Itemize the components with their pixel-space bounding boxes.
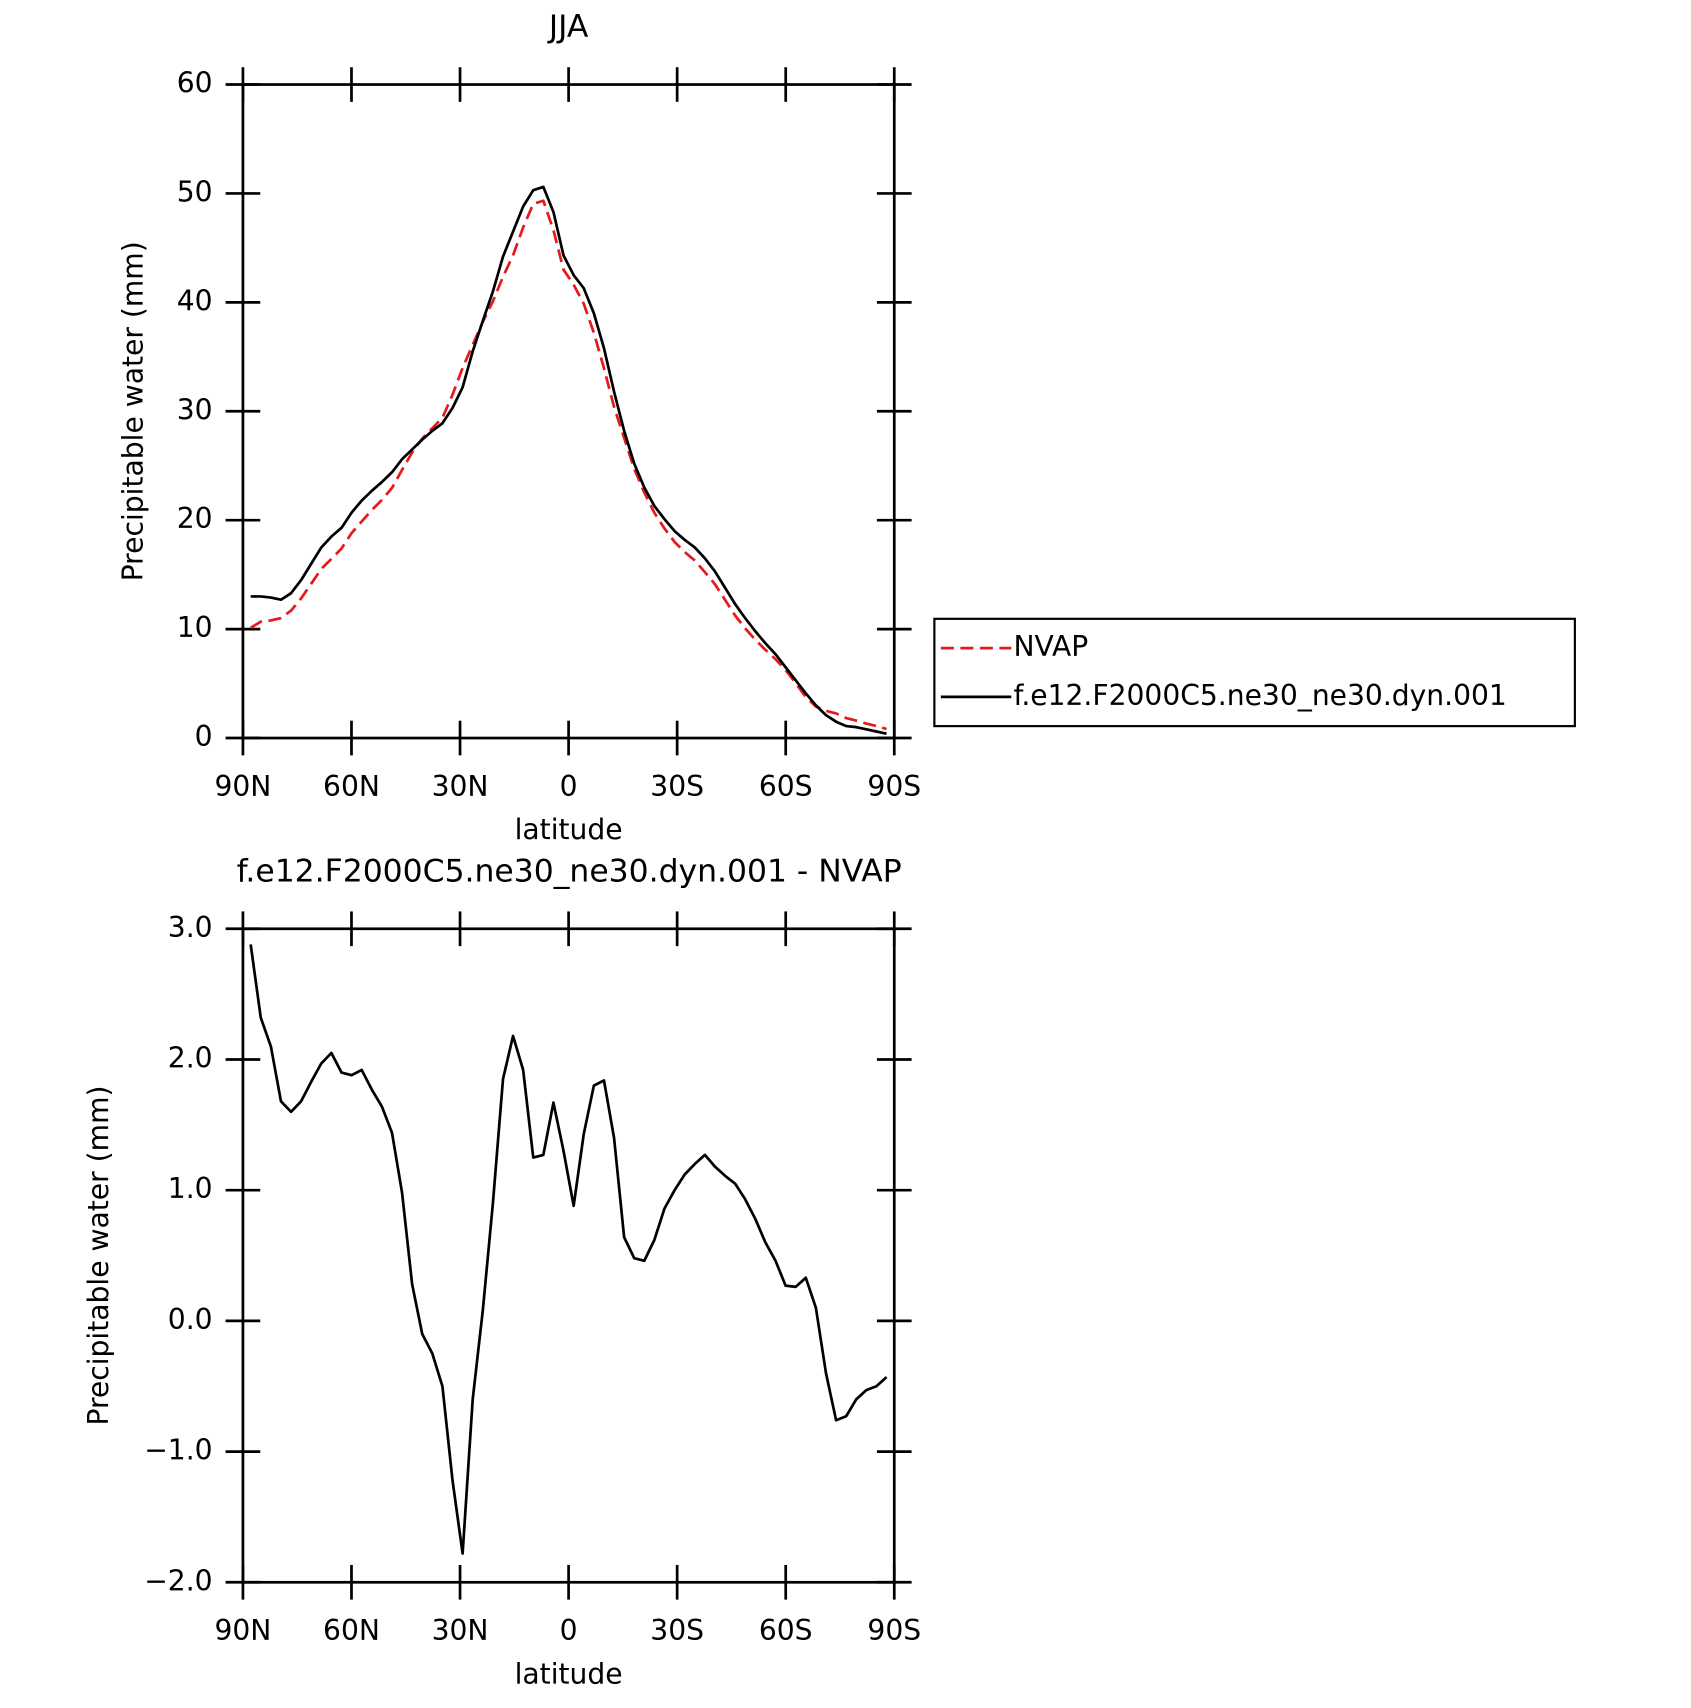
y-tick-label: 0.0	[168, 1303, 213, 1336]
chart-title: f.e12.F2000C5.ne30_ne30.dyn.001 - NVAP	[237, 853, 902, 889]
y-tick-label: −1.0	[144, 1434, 212, 1467]
y-tick-label: 3.0	[168, 911, 213, 944]
legend-label: NVAP	[1013, 630, 1088, 663]
data-line	[249, 199, 887, 731]
x-tick-label: 60N	[323, 770, 380, 803]
x-tick-label: 60S	[759, 1614, 813, 1647]
x-tick-label: 90N	[214, 770, 271, 803]
y-tick-label: 2.0	[168, 1041, 213, 1074]
x-tick-label: 60S	[759, 770, 813, 803]
y-tick-label: 1.0	[168, 1172, 213, 1205]
x-axis-label: latitude	[515, 813, 623, 846]
y-tick-label: 50	[177, 175, 213, 208]
y-tick-label: 0	[195, 720, 213, 753]
x-tick-label: 0	[560, 1614, 578, 1647]
y-tick-label: 60	[177, 67, 213, 100]
legend-label: f.e12.F2000C5.ne30_ne30.dyn.001	[1013, 679, 1506, 712]
plot-frame	[241, 83, 896, 740]
y-tick-label: 20	[177, 502, 213, 535]
x-tick-label: 30N	[432, 770, 489, 803]
data-line	[249, 944, 888, 1555]
x-tick-label: 90N	[214, 1614, 271, 1647]
y-axis-label: Precipitable water (mm)	[117, 241, 150, 581]
y-tick-label: 30	[177, 393, 213, 426]
x-tick-label: 90S	[867, 1614, 921, 1647]
x-tick-label: 30S	[650, 1614, 704, 1647]
x-tick-label: 30N	[432, 1614, 489, 1647]
x-axis-label: latitude	[515, 1657, 623, 1690]
x-tick-label: 90S	[867, 770, 921, 803]
y-tick-label: 40	[177, 284, 213, 317]
y-tick-label: 10	[177, 611, 213, 644]
y-axis-label: Precipitable water (mm)	[82, 1086, 115, 1426]
legend-box	[933, 617, 1576, 728]
x-tick-label: 0	[560, 770, 578, 803]
y-tick-label: −2.0	[144, 1564, 212, 1597]
x-tick-label: 30S	[650, 770, 704, 803]
plot-frame	[241, 927, 896, 1584]
data-line	[250, 185, 887, 736]
x-tick-label: 60N	[323, 1614, 380, 1647]
chart-title: JJA	[547, 9, 589, 45]
